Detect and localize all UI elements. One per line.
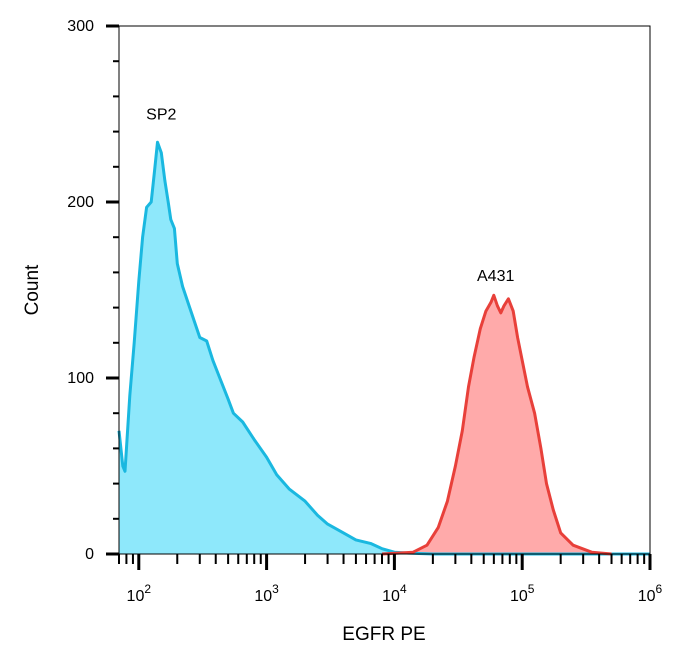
x-tick-label: 103: [254, 582, 279, 605]
series-line-a431: [381, 293, 612, 556]
series-lines: [117, 140, 650, 556]
x-tick-label: 105: [510, 582, 535, 605]
y-tick-label: 300: [67, 18, 94, 35]
plot-frame: [118, 25, 651, 555]
y-tick-label: 200: [67, 194, 94, 211]
y-tick-label: 100: [67, 370, 94, 387]
annotation-sp2: SP2: [146, 106, 176, 123]
x-tick-label: 106: [638, 582, 663, 605]
y-tick-label: 0: [85, 546, 94, 563]
series-fills: [119, 142, 650, 554]
y-axis-title: Count: [22, 264, 43, 315]
series-fill-sp2: [119, 142, 650, 554]
x-tick-label: 102: [127, 582, 152, 605]
series-line-sp2: [117, 140, 650, 556]
x-axis-title: EGFR PE: [342, 624, 425, 645]
tick-labels: 0 100 200 300 102 103 104 105 106: [67, 18, 662, 605]
annotations: SP2 A431: [146, 106, 514, 285]
axes: [106, 24, 652, 570]
x-tick-label: 104: [382, 582, 407, 605]
annotation-a431: A431: [477, 268, 514, 285]
series-fill-a431: [382, 295, 612, 554]
